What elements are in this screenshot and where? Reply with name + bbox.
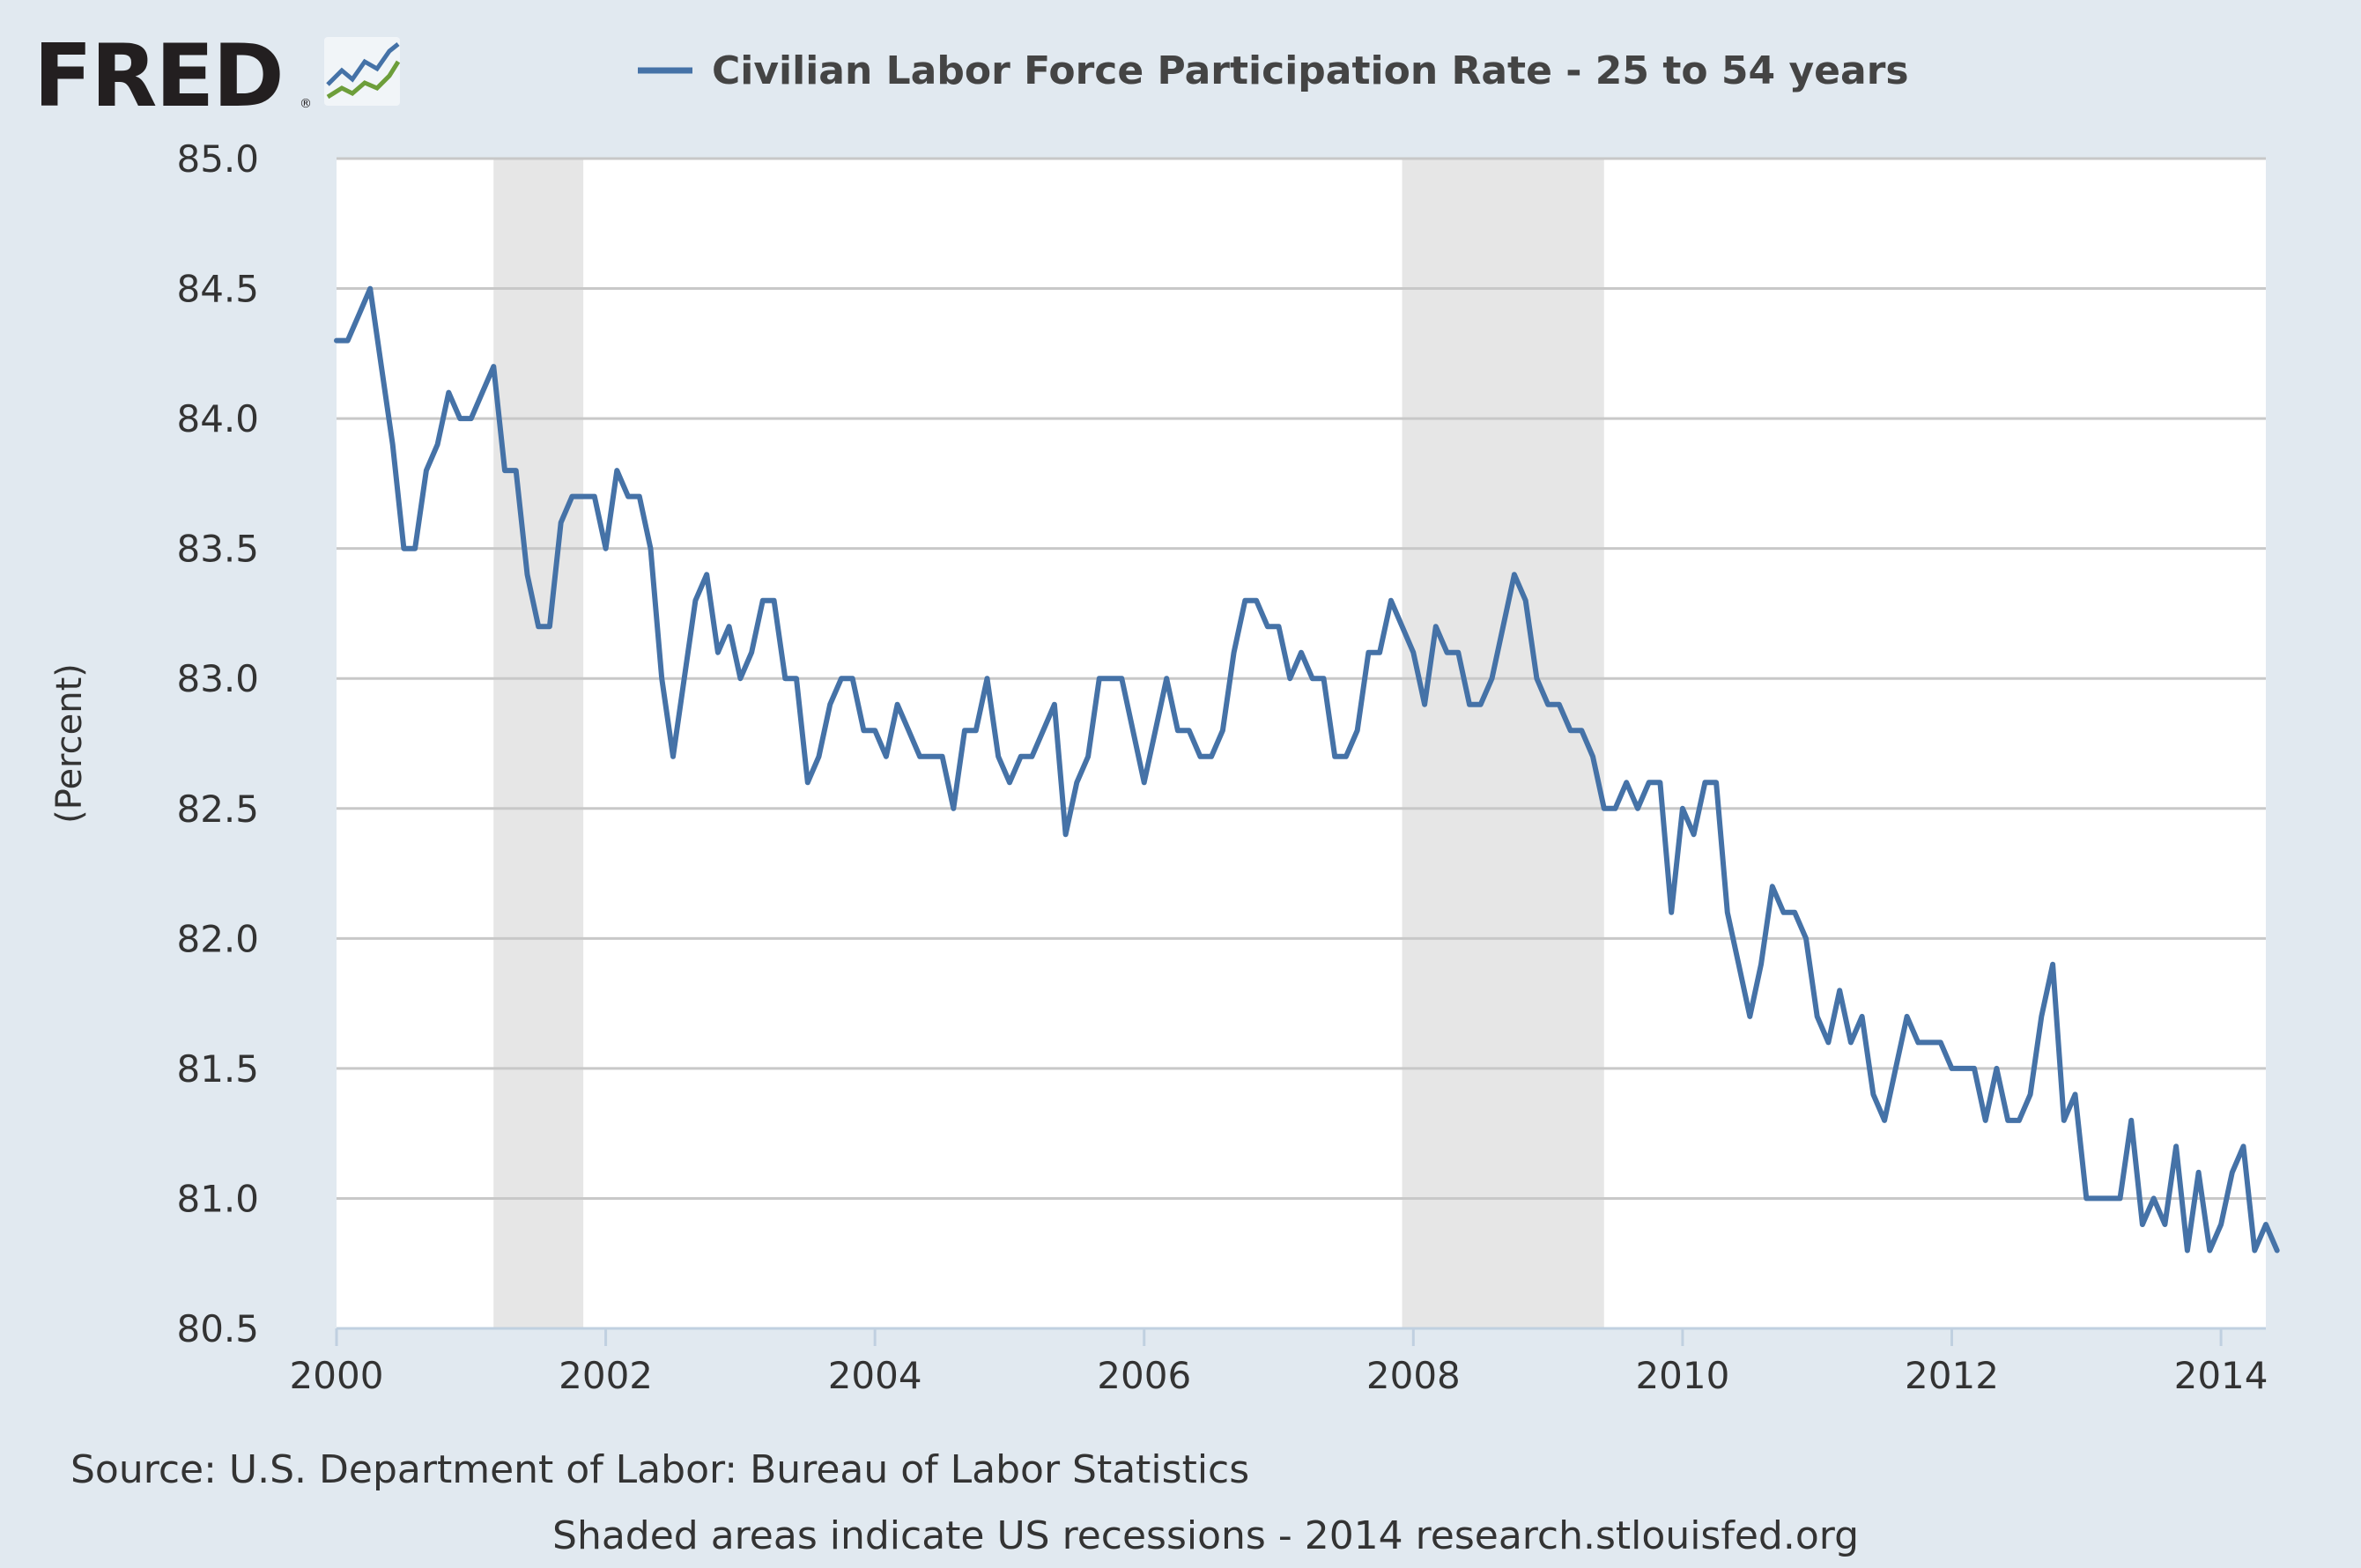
x-tick-marks — [335, 1328, 2223, 1346]
y-axis-label: (Percent) — [49, 663, 90, 824]
series-line — [334, 285, 2280, 1254]
recession-bands — [493, 159, 1604, 1328]
x-tick-label-2010: 2010 — [1635, 1354, 1729, 1397]
x-tick-label-2008: 2008 — [1366, 1354, 1461, 1397]
plot-area-right — [337, 159, 2266, 1328]
y-tick-label-82.0: 82.0 — [176, 917, 259, 960]
y-tick-label-84.5: 84.5 — [176, 268, 259, 311]
y-tick-label-83.0: 83.0 — [176, 657, 259, 700]
recession-band-2 — [1402, 159, 1604, 1328]
fred-logo[interactable]: FRED ® — [33, 26, 401, 127]
x-tick-label-2014: 2014 — [2174, 1354, 2268, 1397]
y-tick-label-84.0: 84.0 — [176, 397, 259, 440]
x-tick-label-2012: 2012 — [1905, 1354, 1999, 1397]
y-tick-label-83.5: 83.5 — [176, 528, 259, 571]
x-tick-label-2002: 2002 — [559, 1354, 653, 1397]
fred-chart-icon — [324, 37, 401, 106]
y-tick-labels: 85.0 84.5 84.0 83.5 83.0 82.5 82.0 81.5 81.0 80.5 — [176, 137, 259, 1350]
x-tick-label-2006: 2006 — [1097, 1354, 1191, 1397]
legend-label: Civilian Labor Force Participation Rate … — [712, 48, 1909, 93]
y-tick-label-82.5: 82.5 — [176, 788, 259, 831]
recession-note: Shaded areas indicate US recessions - 20… — [552, 1513, 1859, 1558]
y-tick-label-81.0: 81.0 — [176, 1177, 259, 1220]
fred-logo-registered: ® — [300, 97, 312, 111]
y-tick-label-85.0: 85.0 — [176, 137, 259, 181]
source-text: Source: U.S. Department of Labor: Bureau… — [70, 1447, 1249, 1492]
x-tick-label-2004: 2004 — [828, 1354, 922, 1397]
x-tick-label-2000: 2000 — [290, 1354, 384, 1397]
x-tick-labels: 2000 2002 2004 2006 2008 2010 2012 2014 — [290, 1354, 2268, 1397]
y-tick-label-80.5: 80.5 — [176, 1307, 259, 1350]
fred-logo-text: FRED — [33, 26, 283, 127]
legend: Civilian Labor Force Participation Rate … — [638, 48, 1909, 93]
y-tick-label-81.5: 81.5 — [176, 1047, 259, 1091]
recession-band-1 — [493, 159, 584, 1328]
gridlines — [337, 157, 2266, 1200]
